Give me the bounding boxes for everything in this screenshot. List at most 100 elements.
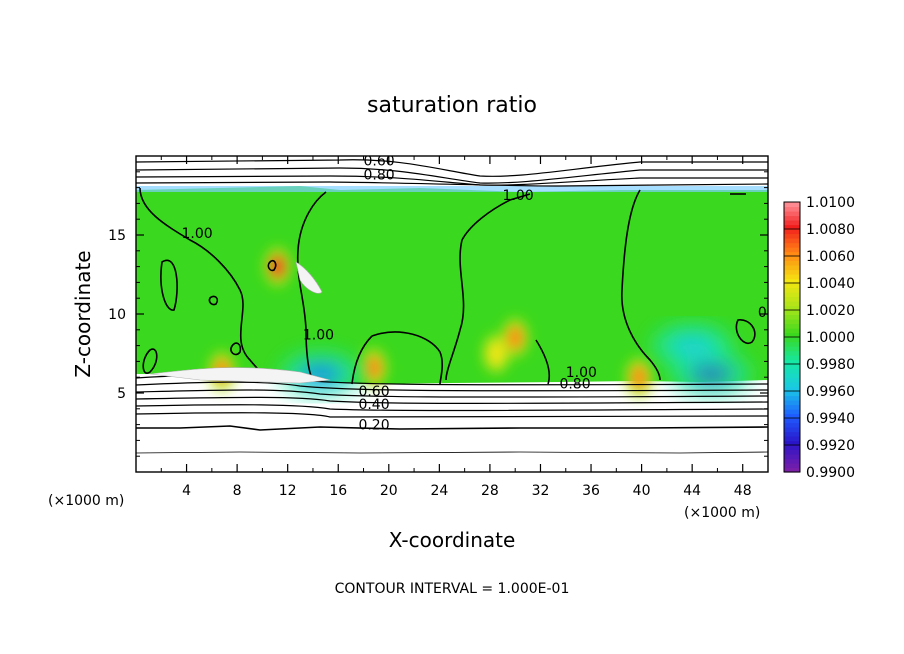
colorbar-tick-label: 0.9980 xyxy=(806,357,855,373)
x-tick-label: 16 xyxy=(329,483,347,499)
contour-label: 0.20 xyxy=(358,417,389,433)
colorbar-swatch xyxy=(784,224,800,230)
colorbar-tick-label: 0.9900 xyxy=(806,465,855,481)
colorbar-swatch xyxy=(784,373,800,379)
cold-spot xyxy=(689,366,734,383)
colorbar-swatch xyxy=(784,211,800,217)
hot-spot xyxy=(488,341,505,366)
contour-label: 0.80 xyxy=(559,376,590,392)
colorbar-swatch xyxy=(784,449,800,455)
colorbar-swatch xyxy=(784,305,800,311)
colorbar-swatch xyxy=(784,337,800,343)
contour-label: 1.00 xyxy=(303,327,334,343)
plot-area: 0.600.801.001.001.001.000.800.600.400.20… xyxy=(136,153,768,472)
colorbar-swatch xyxy=(784,404,800,410)
colorbar-swatch xyxy=(784,463,800,469)
cold-spots xyxy=(280,323,752,397)
colorbar-swatch xyxy=(784,422,800,428)
colorbar-swatch xyxy=(784,341,800,347)
colorbar-swatch xyxy=(784,292,800,298)
x-tick-label: 24 xyxy=(430,483,448,499)
colorbar-swatch xyxy=(784,458,800,464)
colorbar-swatch xyxy=(784,310,800,316)
colorbar-swatch xyxy=(784,368,800,374)
colorbar-swatch xyxy=(784,413,800,419)
colorbar-tick-label: 1.0060 xyxy=(806,249,855,265)
colorbar-swatch xyxy=(784,377,800,383)
hot-spot xyxy=(365,355,382,380)
contour-label: 1.00 xyxy=(503,188,534,204)
contour-label: 1.00 xyxy=(182,226,213,242)
contour-label: 0.60 xyxy=(364,153,395,169)
colorbar-tick-label: 1.0040 xyxy=(806,276,855,292)
contour-label: 0.60 xyxy=(358,384,389,400)
colorbar-tick-label: 0.9960 xyxy=(806,384,855,400)
colorbar-swatch xyxy=(784,395,800,401)
colorbar-swatch xyxy=(784,427,800,433)
colorbar-swatch xyxy=(784,409,800,415)
colorbar-swatch xyxy=(784,220,800,226)
colorbar-swatch xyxy=(784,431,800,437)
colorbar-swatch xyxy=(784,445,800,451)
colorbar-swatch xyxy=(784,440,800,446)
x-axis: 4 8 12 16 20 24 28 32 36 40 44 48 xyxy=(160,156,752,499)
x-tick-label: 20 xyxy=(380,483,398,499)
colorbar-swatch xyxy=(784,355,800,361)
colorbar-swatch xyxy=(784,238,800,244)
chart-title: saturation ratio xyxy=(367,93,537,118)
x-tick-label: 32 xyxy=(532,483,550,499)
colorbar-swatch xyxy=(784,215,800,221)
colorbar-swatch xyxy=(784,454,800,460)
hot-spot xyxy=(631,365,648,390)
colorbar-swatch xyxy=(784,202,800,208)
colorbar-swatch xyxy=(784,350,800,356)
x-tick-label: 8 xyxy=(233,483,242,499)
x-tick-label: 40 xyxy=(633,483,651,499)
colorbar-swatch xyxy=(784,206,800,212)
colorbar-swatch xyxy=(784,386,800,392)
colorbar-swatch xyxy=(784,229,800,235)
x-tick-label: 12 xyxy=(279,483,297,499)
x-tick-label: 4 xyxy=(182,483,191,499)
colorbar-swatch xyxy=(784,391,800,397)
x-axis-title: X-coordinate xyxy=(389,528,516,552)
x-tick-label: 48 xyxy=(734,483,752,499)
colorbar-swatch xyxy=(784,256,800,262)
colorbar-tick-label: 0.9940 xyxy=(806,411,855,427)
upper-contours xyxy=(136,159,768,187)
heat-spots xyxy=(207,246,654,398)
unity-contours xyxy=(139,187,756,385)
contour-label: 0.40 xyxy=(358,397,389,413)
colorbar-swatch xyxy=(784,233,800,239)
x-tick-label: 36 xyxy=(582,483,600,499)
y-tick-label: 15 xyxy=(108,228,126,244)
x-tick-label: 28 xyxy=(481,483,499,499)
colorbar-tick-label: 1.0100 xyxy=(806,195,855,211)
colorbar-swatch xyxy=(784,301,800,307)
contour-interval-note: CONTOUR INTERVAL = 1.000E-01 xyxy=(335,581,570,597)
colorbar-tick-label: 0.9920 xyxy=(806,438,855,454)
cold-spot xyxy=(670,337,715,354)
colorbar-swatch xyxy=(784,283,800,289)
colorbar-swatch xyxy=(784,328,800,334)
colorbar-swatch xyxy=(784,319,800,325)
colorbar-swatch xyxy=(784,323,800,329)
colorbar-swatch xyxy=(784,346,800,352)
hot-spot xyxy=(507,325,524,350)
y-axis-title: Z-coordinate xyxy=(71,250,95,377)
colorbar-tick-label: 1.0000 xyxy=(806,330,855,346)
y-unit-label: (×1000 m) xyxy=(48,493,124,509)
colorbar-swatch xyxy=(784,274,800,280)
colorbar-swatch xyxy=(784,418,800,424)
colorbar-swatch xyxy=(784,400,800,406)
colorbar-swatch xyxy=(784,269,800,275)
colorbar-swatch xyxy=(784,242,800,248)
colorbar-tick-label: 1.0080 xyxy=(806,222,855,238)
colorbar-swatch xyxy=(784,278,800,284)
colorbar-swatch xyxy=(784,359,800,365)
hot-spot xyxy=(269,254,286,279)
colorbar-swatch xyxy=(784,467,800,473)
colorbar-swatch xyxy=(784,287,800,293)
colorbar-swatch xyxy=(784,251,800,257)
